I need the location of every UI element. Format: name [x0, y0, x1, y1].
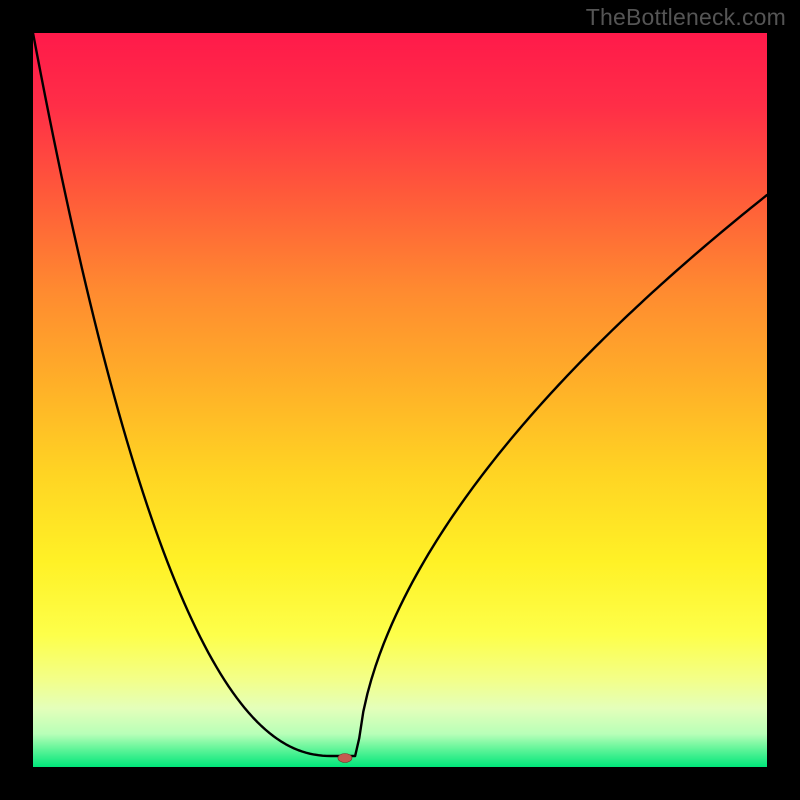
watermark-text: TheBottleneck.com: [586, 4, 786, 31]
optimal-point-marker: [338, 754, 352, 763]
gradient-panel: [33, 33, 767, 767]
chart-stage: TheBottleneck.com: [0, 0, 800, 800]
bottleneck-chart: [0, 0, 800, 800]
